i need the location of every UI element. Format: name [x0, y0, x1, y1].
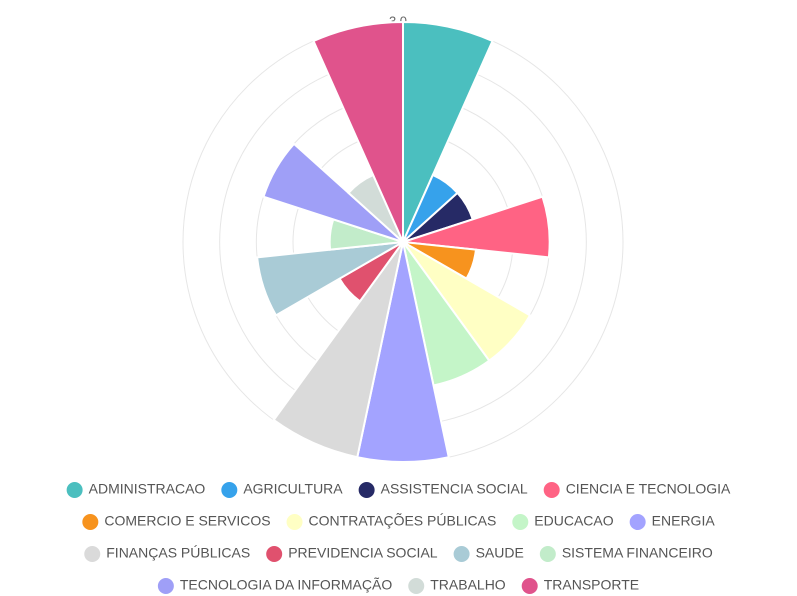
- legend-swatch: [82, 514, 99, 530]
- wedge: [262, 142, 404, 243]
- legend-swatch: [408, 578, 425, 594]
- legend-row: COMERCIO E SERVICOS CONTRATAÇÕES PÚBLICAS…: [82, 513, 715, 530]
- legend-swatch: [539, 546, 556, 562]
- legend-swatch: [66, 482, 83, 498]
- wedge: [256, 241, 404, 317]
- legend-label: FINANÇAS PÚBLICAS: [106, 545, 250, 561]
- legend-label: ASSISTENCIA SOCIAL: [381, 481, 528, 497]
- legend-swatch: [521, 578, 538, 594]
- legend-swatch: [358, 482, 375, 498]
- legend-swatch: [543, 482, 560, 498]
- legend-swatch: [157, 578, 174, 594]
- wedge: [272, 241, 404, 459]
- legend-label: TRABALHO: [430, 577, 506, 593]
- legend-label: SAUDE: [476, 545, 524, 561]
- legend-label: TECNOLOGIA DA INFORMAÇÃO: [180, 577, 392, 593]
- legend-label: ENERGIA: [652, 513, 716, 529]
- legend-swatch: [84, 546, 101, 562]
- wedge: [312, 20, 404, 243]
- legend-label: PREVIDENCIA SOCIAL: [288, 545, 438, 561]
- legend-swatch: [512, 514, 529, 530]
- legend-label: CONTRATAÇÕES PÚBLICAS: [309, 513, 497, 529]
- legend-label: AGRICULTURA: [243, 481, 343, 497]
- legend-label: TRANSPORTE: [544, 577, 639, 593]
- legend-swatch: [266, 546, 283, 562]
- legend-swatch: [221, 482, 238, 498]
- legend-label: EDUCACAO: [534, 513, 613, 529]
- legend-swatch: [286, 514, 303, 530]
- legend-label: SISTEMA FINANCEIRO: [562, 545, 713, 561]
- wedge: [402, 195, 551, 259]
- legend-label: COMERCIO E SERVICOS: [104, 513, 270, 529]
- legend-row: TECNOLOGIA DA INFORMAÇÃO TRABALHO TRANSPOR…: [157, 577, 639, 594]
- legend-row: FINANÇAS PÚBLICAS PREVIDENCIA SOCIAL SAUDE…: [84, 545, 713, 562]
- legend-swatch: [453, 546, 470, 562]
- legend-label: ADMINISTRACAO: [89, 481, 206, 497]
- legend-row: ADMINISTRACAO AGRICULTURA ASSISTENCIA SOCI…: [66, 481, 731, 498]
- legend-label: CIENCIA E TECNOLOGIA: [566, 481, 731, 497]
- legend-swatch: [629, 514, 646, 530]
